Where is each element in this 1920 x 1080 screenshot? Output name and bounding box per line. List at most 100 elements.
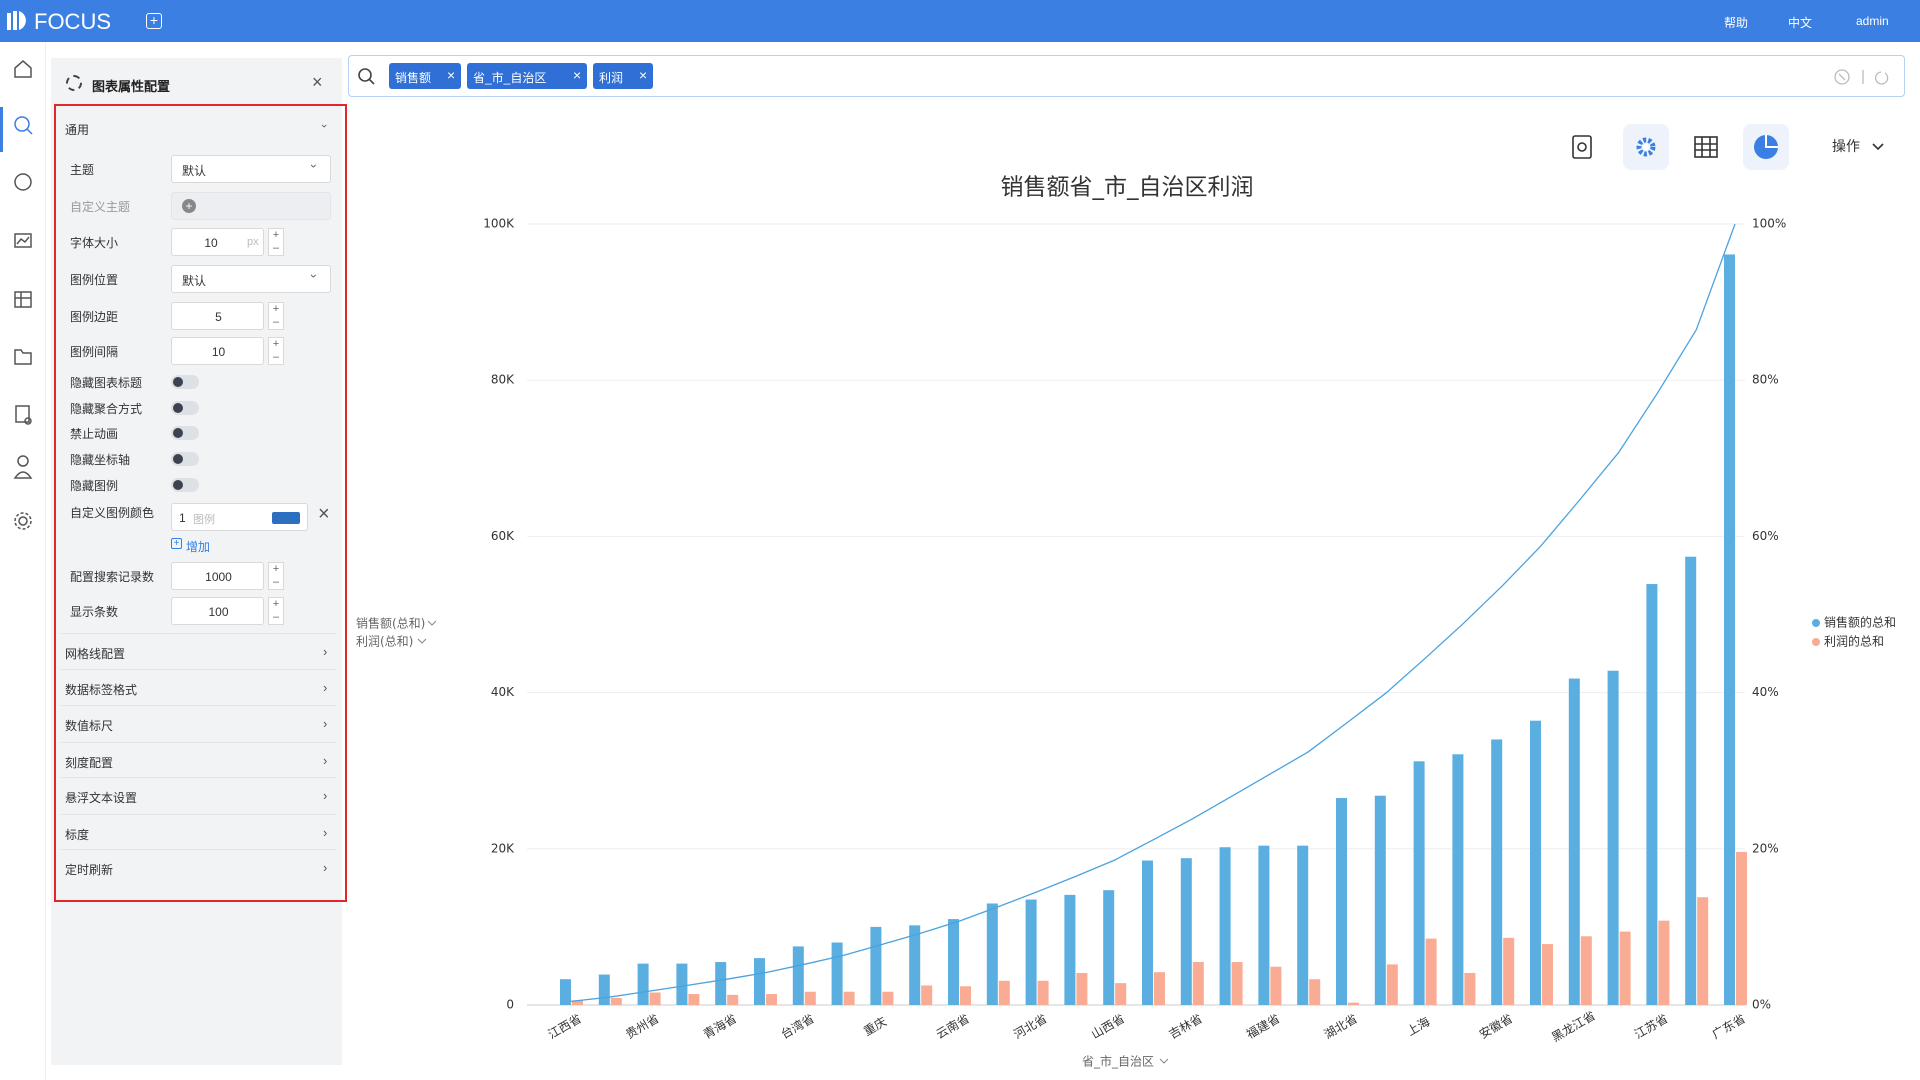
chevron[interactable]: › — [323, 753, 328, 768]
section-header[interactable]: 定时刷新 — [65, 863, 114, 877]
toggle[interactable] — [171, 452, 199, 466]
stepper[interactable]: + – — [268, 228, 284, 256]
chevron[interactable]: › — [323, 860, 328, 875]
bar[interactable] — [1386, 964, 1398, 1005]
legend-label[interactable]: 利润的总和 — [1824, 634, 1884, 649]
number-input[interactable]: 100 — [171, 597, 264, 625]
add-icon[interactable]: + — [182, 199, 196, 213]
section-header[interactable]: 数值标尺 — [65, 719, 114, 733]
user-link[interactable]: admin — [1856, 14, 1889, 28]
section-header[interactable]: 标度 — [65, 828, 90, 842]
section-header[interactable]: 通用 — [65, 123, 90, 137]
bar[interactable] — [1646, 584, 1658, 1005]
select[interactable]: 默认 › — [171, 265, 331, 293]
search-token[interactable]: 省_市_自治区 × — [467, 63, 587, 89]
bar[interactable] — [572, 1000, 583, 1005]
bar[interactable] — [870, 926, 882, 1005]
stepper[interactable]: + – — [268, 597, 284, 625]
section-header[interactable]: 网格线配置 — [65, 647, 126, 661]
bar[interactable] — [1724, 254, 1735, 1006]
bar[interactable] — [1219, 847, 1231, 1005]
bar[interactable] — [843, 991, 855, 1005]
bar[interactable] — [1374, 795, 1386, 1005]
bar[interactable] — [960, 986, 971, 1005]
chevron[interactable]: › — [323, 825, 328, 840]
bar[interactable] — [637, 963, 649, 1005]
bar[interactable] — [1452, 754, 1464, 1005]
bar[interactable] — [1685, 556, 1697, 1005]
bar[interactable] — [1231, 962, 1243, 1005]
number-input[interactable]: 5 — [171, 302, 264, 330]
help-link[interactable]: 帮助 — [1724, 16, 1749, 30]
bar[interactable] — [1464, 972, 1476, 1005]
search-token[interactable]: 销售额 × — [389, 63, 461, 89]
bar[interactable] — [1607, 670, 1619, 1005]
chevron[interactable]: › — [323, 680, 328, 695]
bar[interactable] — [1348, 1002, 1359, 1005]
bar[interactable] — [804, 991, 816, 1005]
dropdown-arrow[interactable] — [1159, 1058, 1169, 1064]
bar[interactable] — [1064, 894, 1076, 1005]
bar[interactable] — [1413, 761, 1425, 1005]
token-remove[interactable]: × — [639, 67, 648, 83]
chevron[interactable]: › — [323, 788, 328, 803]
bar[interactable] — [921, 985, 933, 1005]
bar[interactable] — [1076, 972, 1088, 1005]
bar[interactable] — [1025, 899, 1037, 1005]
y-axis-label[interactable]: 利润(总和) — [356, 635, 413, 649]
toggle[interactable] — [171, 401, 199, 415]
legend-label[interactable]: 销售额的总和 — [1824, 615, 1896, 630]
search-token[interactable]: 利润 × — [593, 63, 653, 89]
bar[interactable] — [1658, 920, 1670, 1005]
bar[interactable] — [1115, 983, 1127, 1005]
stepper[interactable]: + – — [268, 562, 284, 590]
toggle[interactable] — [171, 375, 199, 389]
bar[interactable] — [1037, 980, 1049, 1005]
legend-swatch[interactable] — [1812, 619, 1820, 627]
bar[interactable] — [1619, 931, 1631, 1005]
y-axis-label[interactable]: 销售额(总和) — [356, 616, 425, 631]
new-tab[interactable]: + — [146, 13, 162, 29]
lang-link[interactable]: 中文 — [1788, 16, 1813, 30]
bar[interactable] — [727, 994, 739, 1005]
bar[interactable] — [948, 919, 959, 1005]
bar[interactable] — [1580, 936, 1592, 1005]
add-link[interactable]: 增加 — [186, 540, 211, 554]
bar[interactable] — [1503, 937, 1515, 1005]
bar[interactable] — [998, 980, 1010, 1005]
bar[interactable] — [1103, 890, 1115, 1005]
custom-theme[interactable] — [171, 192, 331, 220]
bar[interactable] — [1425, 938, 1437, 1005]
search-actions[interactable] — [1833, 68, 1903, 86]
section-header[interactable]: 悬浮文本设置 — [65, 791, 138, 805]
bar[interactable] — [1697, 897, 1709, 1005]
bar[interactable] — [1297, 845, 1309, 1005]
bar[interactable] — [1142, 860, 1153, 1005]
bar[interactable] — [1568, 678, 1580, 1005]
stepper[interactable]: + – — [268, 337, 284, 365]
stepper[interactable]: + – — [268, 302, 284, 330]
bar[interactable] — [1270, 966, 1282, 1005]
add-icon[interactable]: + — [171, 538, 182, 549]
legend-swatch[interactable] — [1812, 638, 1820, 646]
toggle[interactable] — [171, 478, 199, 492]
legend-color-input[interactable]: 1 图例 — [171, 503, 308, 531]
number-input[interactable]: 1000 — [171, 562, 264, 590]
panel-close[interactable]: × — [312, 72, 323, 92]
bar[interactable] — [1192, 962, 1204, 1005]
chevron[interactable]: › — [323, 644, 328, 659]
chevron[interactable]: › — [323, 716, 328, 731]
bar[interactable] — [1491, 739, 1503, 1005]
bar[interactable] — [1180, 858, 1192, 1005]
section-header[interactable]: 数据标签格式 — [65, 683, 138, 697]
bar[interactable] — [792, 946, 804, 1005]
remove[interactable]: × — [318, 503, 330, 525]
select[interactable]: 默认 › — [171, 155, 331, 183]
bar[interactable] — [688, 994, 700, 1005]
toggle[interactable] — [171, 426, 199, 440]
bar[interactable] — [649, 992, 661, 1005]
color-swatch[interactable] — [272, 512, 300, 524]
token-remove[interactable]: × — [447, 67, 456, 83]
dropdown-arrows[interactable] — [417, 620, 437, 644]
bar[interactable] — [560, 979, 571, 1005]
